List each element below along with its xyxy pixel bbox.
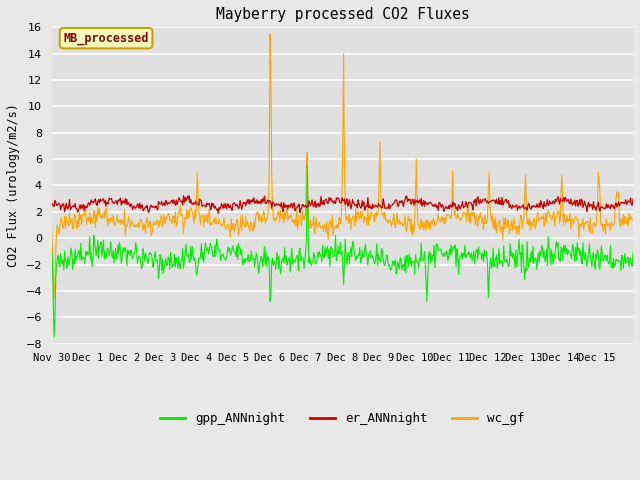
Text: MB_processed: MB_processed [63, 32, 149, 45]
Title: Mayberry processed CO2 Fluxes: Mayberry processed CO2 Fluxes [216, 7, 469, 22]
Y-axis label: CO2 Flux (urology/m2/s): CO2 Flux (urology/m2/s) [7, 104, 20, 267]
Legend: gpp_ANNnight, er_ANNnight, wc_gf: gpp_ANNnight, er_ANNnight, wc_gf [155, 407, 530, 430]
